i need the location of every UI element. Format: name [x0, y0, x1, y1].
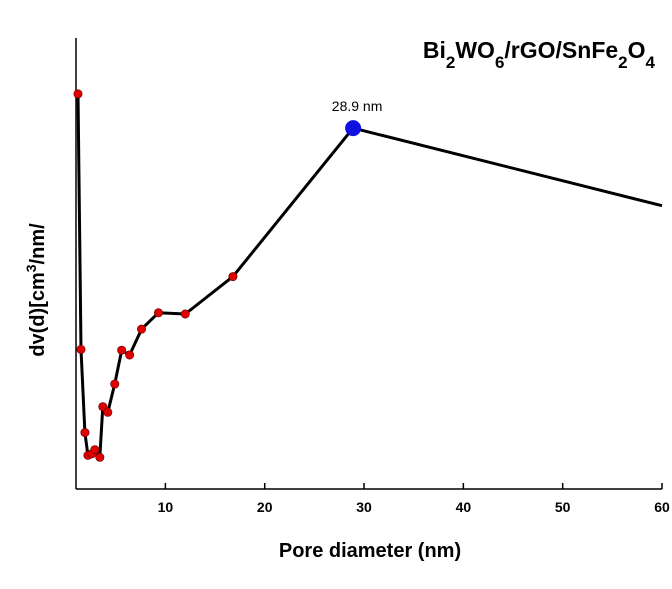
title-subscript: 2 [446, 53, 455, 72]
x-tick-label: 20 [257, 499, 273, 515]
title-text: /rGO/SnFe [504, 37, 618, 63]
y-axis-label: dv(d)[cm3/nm/ [23, 223, 49, 357]
data-point [103, 407, 113, 417]
plot-area: 10 20 30 40 50 60 28.9 nm [73, 38, 670, 515]
data-point [95, 452, 105, 462]
peak-marker [345, 120, 362, 137]
title-subscript: 4 [646, 53, 656, 72]
x-tick-label: 40 [456, 499, 472, 515]
data-point [228, 272, 238, 282]
data-point [73, 89, 83, 99]
x-tick-label: 30 [356, 499, 372, 515]
data-point [90, 445, 100, 455]
title-text: WO [455, 37, 495, 63]
y-label-text: dv(d)[cm [27, 272, 49, 356]
title-text: O [628, 37, 646, 63]
y-label-text: /nm/ [27, 223, 49, 265]
title-text: Bi [423, 37, 446, 63]
data-point [117, 345, 127, 355]
series-line [76, 93, 663, 459]
data-point [110, 379, 120, 389]
series-layer: 28.9 nm [73, 89, 663, 462]
x-axis-label: Pore diameter (nm) [279, 540, 461, 562]
peak-annotation: 28.9 nm [332, 98, 383, 114]
x-tick-label: 50 [555, 499, 571, 515]
data-point [180, 309, 190, 319]
title-subscript: 6 [495, 53, 504, 72]
data-point [125, 350, 135, 360]
x-tick-label: 10 [158, 499, 174, 515]
chart-title: Bi2WO6/rGO/SnFe2O4 [423, 37, 656, 72]
y-label-superscript: 3 [23, 264, 39, 272]
data-point [76, 344, 86, 354]
data-point [153, 308, 163, 318]
x-tick-label: 60 [654, 499, 670, 515]
data-point [98, 402, 108, 412]
title-subscript: 2 [618, 53, 627, 72]
data-point [80, 428, 90, 438]
x-ticks: 10 20 30 40 50 60 [158, 483, 670, 515]
data-point [137, 324, 147, 334]
